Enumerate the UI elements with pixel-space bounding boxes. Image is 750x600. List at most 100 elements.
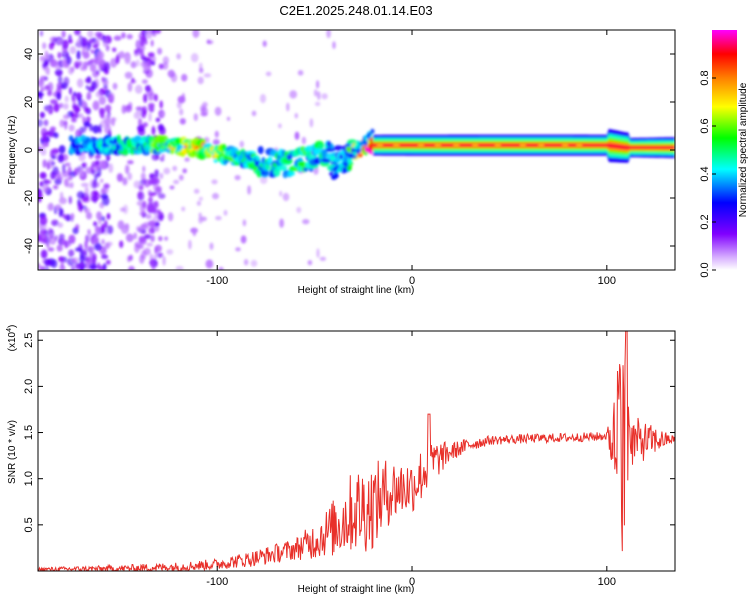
noise-blob: [79, 266, 84, 270]
noise-blob: [150, 235, 155, 242]
noise-blob: [125, 233, 134, 243]
noise-blob: [96, 173, 100, 178]
ridge-blob: [289, 171, 295, 176]
noise-blob: [104, 124, 112, 135]
noise-blob: [316, 80, 320, 89]
noise-blob: [92, 43, 99, 49]
noise-blob: [223, 209, 228, 216]
noise-blob: [74, 30, 81, 36]
noise-blob: [58, 197, 67, 205]
spec-xtick-label: 0: [409, 275, 415, 287]
noise-blob: [157, 47, 163, 55]
noise-blob: [90, 49, 94, 54]
noise-blob: [85, 85, 89, 90]
noise-blob: [53, 102, 60, 113]
noise-blob: [93, 242, 102, 251]
noise-blob: [139, 44, 146, 52]
noise-blob: [61, 237, 65, 246]
noise-blob: [193, 188, 200, 194]
snr-xtick-label: -100: [206, 576, 228, 588]
noise-blob: [181, 73, 188, 82]
noise-blob: [64, 120, 68, 130]
noise-blob: [53, 132, 59, 139]
slant-blob: [337, 166, 343, 172]
noise-blob: [157, 209, 161, 215]
noise-blob: [179, 108, 184, 116]
noise-blob: [65, 214, 71, 222]
noise-blob: [105, 259, 111, 265]
noise-blob: [64, 95, 69, 103]
noise-blob: [58, 207, 62, 218]
noise-blob: [57, 52, 62, 59]
noise-blob: [84, 107, 90, 113]
noise-blob: [309, 118, 314, 128]
noise-blob: [282, 192, 290, 202]
noise-blob: [200, 112, 208, 117]
noise-blob: [92, 70, 99, 78]
snr-frame: [37, 330, 676, 572]
noise-blob: [91, 180, 98, 189]
noise-blob: [197, 76, 204, 85]
noise-blob: [226, 116, 231, 121]
noise-blob: [136, 244, 144, 249]
noise-blob: [89, 63, 97, 72]
noise-blob: [43, 119, 49, 127]
noise-blob: [92, 100, 100, 111]
noise-blob: [62, 213, 67, 219]
noise-blob: [198, 196, 203, 201]
noise-blob: [167, 69, 175, 78]
noise-blob: [121, 32, 126, 39]
noise-blob: [205, 259, 214, 269]
snr-ytick-label: 1.5: [23, 425, 35, 440]
slant-blob: [361, 139, 366, 145]
noise-blob: [43, 58, 49, 67]
noise-blob: [59, 191, 64, 200]
noise-blob: [60, 258, 64, 268]
ridge-blob: [273, 168, 281, 177]
noise-blob: [140, 61, 148, 68]
colorbar-ticks: 0.0 0.2 0.4 0.6 0.8: [699, 70, 716, 278]
noise-blob: [154, 169, 160, 179]
noise-blob: [307, 260, 313, 266]
noise-blob: [163, 167, 171, 175]
noise-blob: [240, 235, 247, 244]
noise-blob: [148, 95, 153, 101]
noise-blob: [150, 258, 155, 268]
noise-blob: [84, 240, 88, 250]
noise-blob: [98, 107, 106, 115]
noise-blob: [332, 41, 336, 49]
noise-blob: [192, 30, 200, 38]
spectrogram-panel: -100 0 100 -40 -20 0 20 40 Height of straight l…: [7, 29, 676, 296]
noise-blob: [63, 76, 70, 86]
noise-blob: [86, 91, 92, 101]
noise-blob: [98, 123, 102, 134]
noise-blob: [127, 82, 133, 92]
noise-blob: [313, 166, 319, 175]
noise-blob: [243, 259, 249, 266]
noise-blob: [44, 258, 52, 266]
spec-ytick-label: 20: [23, 96, 35, 108]
noise-blob: [80, 182, 89, 187]
noise-blob: [302, 219, 310, 225]
noise-blob: [190, 53, 199, 63]
ridge-blob: [333, 145, 344, 151]
noise-blob: [39, 111, 46, 119]
noise-blob: [49, 59, 58, 68]
noise-blob: [87, 245, 95, 253]
noise-blob: [178, 174, 184, 181]
noise-blob: [38, 262, 41, 269]
noise-blob: [91, 169, 96, 176]
noise-blob: [141, 79, 148, 84]
noise-blob: [250, 259, 258, 267]
ridge-blob: [169, 148, 175, 155]
noise-blob: [144, 234, 152, 240]
noise-blob: [101, 239, 105, 245]
noise-blob: [140, 50, 145, 58]
noise-blob: [286, 102, 290, 112]
noise-blob: [112, 47, 117, 53]
noise-blob: [100, 178, 104, 183]
noise-blob: [147, 104, 154, 111]
noise-blob: [80, 37, 88, 48]
noise-blob: [130, 61, 137, 69]
